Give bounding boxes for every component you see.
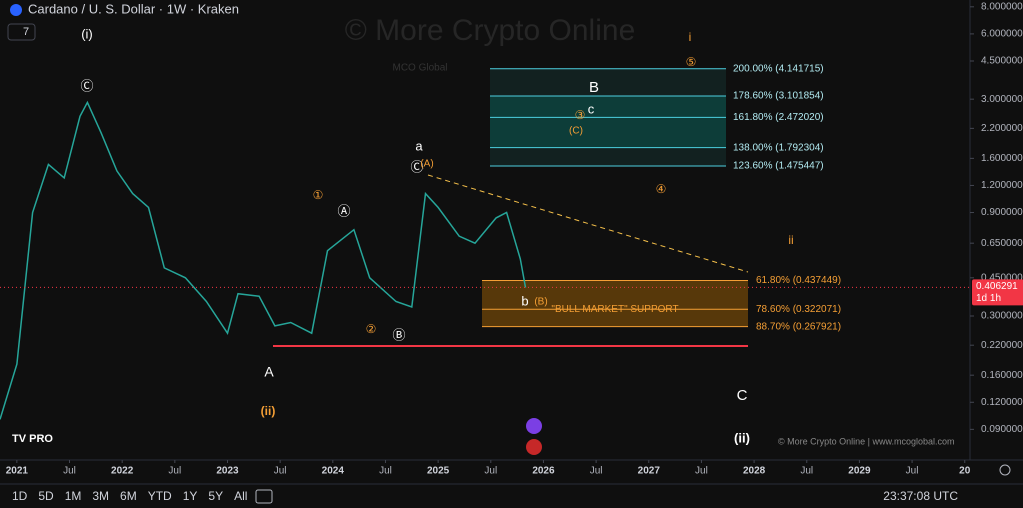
y-tick-label: 0.090000 bbox=[981, 424, 1023, 435]
fib-label: 161.80% (2.472020) bbox=[733, 112, 824, 123]
support-label: 78.60% (0.322071) bbox=[756, 304, 841, 315]
x-tick-label: 2026 bbox=[532, 466, 555, 477]
x-tick-label: Jul bbox=[800, 466, 813, 477]
y-tick-label: 0.220000 bbox=[981, 340, 1023, 351]
wave-label: C bbox=[737, 387, 748, 404]
watermark-sub: MCO Global bbox=[392, 63, 447, 74]
x-tick-label: 20 bbox=[959, 466, 971, 477]
x-tick-label: Jul bbox=[63, 466, 76, 477]
y-tick-label: 6.000000 bbox=[981, 29, 1023, 40]
range-button[interactable]: 6M bbox=[120, 489, 137, 503]
wave-label: ③ bbox=[575, 108, 586, 122]
settings-icon[interactable] bbox=[999, 464, 1011, 476]
x-tick-label: 2022 bbox=[111, 466, 134, 477]
y-tick-label: 4.500000 bbox=[981, 56, 1023, 67]
wave-label: ii bbox=[788, 233, 793, 247]
x-tick-label: 2027 bbox=[638, 466, 661, 477]
wave-label: (C) bbox=[569, 126, 583, 137]
y-tick-label: 0.650000 bbox=[981, 238, 1023, 249]
range-button[interactable]: 5Y bbox=[208, 489, 223, 503]
countdown: 1d 1h bbox=[976, 293, 1001, 304]
range-button[interactable]: 1Y bbox=[183, 489, 198, 503]
y-tick-label: 1.600000 bbox=[981, 153, 1023, 164]
x-tick-label: Jul bbox=[379, 466, 392, 477]
fib-label: 138.00% (1.792304) bbox=[733, 142, 824, 153]
x-tick-label: Jul bbox=[906, 466, 919, 477]
x-tick-label: Jul bbox=[274, 466, 287, 477]
x-tick-label: Jul bbox=[484, 466, 497, 477]
wave-label: i bbox=[689, 30, 692, 44]
header-title: Cardano / U. S. Dollar · 1W · Kraken bbox=[28, 1, 239, 16]
event-icon[interactable] bbox=[526, 439, 542, 455]
x-tick-label: Jul bbox=[168, 466, 181, 477]
wave-label: (ii) bbox=[734, 430, 750, 445]
y-tick-label: 0.160000 bbox=[981, 370, 1023, 381]
logo: TV PRO bbox=[12, 433, 53, 445]
range-button[interactable]: YTD bbox=[148, 489, 172, 503]
range-button[interactable]: 5D bbox=[38, 489, 54, 503]
wave-label: ① bbox=[313, 188, 324, 202]
y-tick-label: 0.900000 bbox=[981, 207, 1023, 218]
last-price-label: 0.406291 bbox=[976, 281, 1018, 292]
wave-label: A bbox=[264, 364, 274, 380]
wave-label: B bbox=[589, 79, 599, 96]
wave-label: c bbox=[588, 101, 595, 116]
wave-label: (i) bbox=[81, 26, 93, 41]
range-button[interactable]: 1M bbox=[65, 489, 82, 503]
wave-label: ⑤ bbox=[686, 55, 697, 69]
badge-box[interactable] bbox=[7, 23, 36, 41]
clock: 23:37:08 UTC bbox=[883, 489, 958, 503]
wave-label: b bbox=[521, 293, 528, 308]
y-tick-label: 0.120000 bbox=[981, 397, 1023, 408]
last-price-tag bbox=[972, 279, 1023, 306]
wave-label: (A) bbox=[420, 159, 433, 170]
support-label: 61.80% (0.437449) bbox=[756, 275, 841, 286]
support-zone bbox=[482, 280, 748, 327]
y-tick-label: 8.000000 bbox=[981, 1, 1023, 12]
wave-label: (B) bbox=[534, 297, 547, 308]
x-tick-label: 2025 bbox=[427, 466, 450, 477]
price-line bbox=[0, 100, 527, 420]
wave-label: ② bbox=[366, 322, 377, 336]
wave-label: Ⓒ bbox=[410, 159, 423, 174]
wave-label: a bbox=[415, 138, 423, 153]
wave-label: (ii) bbox=[261, 404, 276, 418]
range-button[interactable]: 3M bbox=[92, 489, 109, 503]
badge[interactable]: 7 bbox=[23, 26, 29, 38]
x-tick-label: 2028 bbox=[743, 466, 766, 477]
trendline bbox=[427, 174, 749, 273]
fib-zone-core bbox=[490, 96, 726, 148]
support-title: "BULL MARKET" SUPPORT bbox=[551, 304, 678, 315]
x-tick-label: 2024 bbox=[322, 466, 345, 477]
wave-label: Ⓐ bbox=[337, 203, 350, 218]
y-tick-label: 2.200000 bbox=[981, 123, 1023, 134]
wave-label: ④ bbox=[656, 182, 667, 196]
x-tick-label: Jul bbox=[695, 466, 708, 477]
fib-label: 178.60% (3.101854) bbox=[733, 91, 824, 102]
fib-label: 200.00% (4.141715) bbox=[733, 63, 824, 74]
y-tick-label: 1.200000 bbox=[981, 180, 1023, 191]
x-tick-label: Jul bbox=[590, 466, 603, 477]
y-tick-label: 0.450000 bbox=[981, 272, 1023, 283]
wave-label: Ⓑ bbox=[392, 327, 405, 342]
watermark: © More Crypto Online bbox=[345, 14, 636, 47]
symbol-icon bbox=[10, 4, 22, 16]
range-button[interactable]: 1D bbox=[12, 489, 28, 503]
y-tick-label: 0.300000 bbox=[981, 311, 1023, 322]
date-range-icon[interactable] bbox=[255, 489, 273, 504]
x-tick-label: 2023 bbox=[216, 466, 239, 477]
range-button[interactable]: All bbox=[234, 489, 247, 503]
x-tick-label: 2029 bbox=[848, 466, 871, 477]
credit: © More Crypto Online | www.mcoglobal.com bbox=[778, 436, 955, 446]
fib-label: 123.60% (1.475447) bbox=[733, 161, 824, 172]
x-tick-label: 2021 bbox=[6, 466, 29, 477]
y-tick-label: 3.000000 bbox=[981, 94, 1023, 105]
wave-label: Ⓒ bbox=[80, 78, 93, 93]
support-label: 88.70% (0.267921) bbox=[756, 321, 841, 332]
event-icon[interactable] bbox=[526, 418, 542, 434]
